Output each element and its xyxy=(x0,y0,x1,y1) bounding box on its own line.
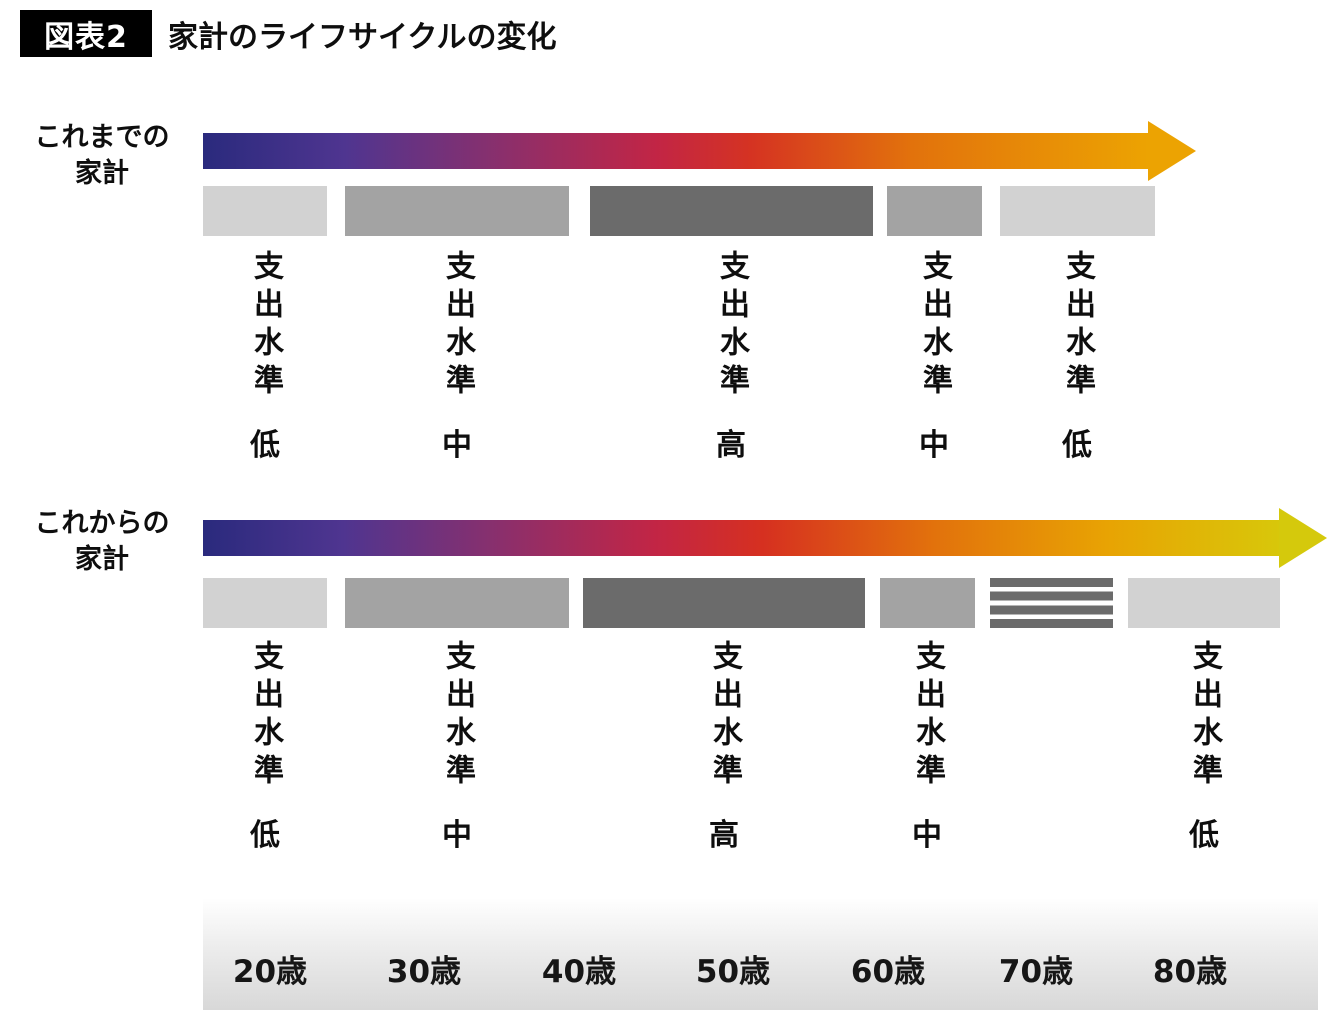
spending-label-text: 支出水準 xyxy=(1060,250,1095,402)
section-past-label-line1: これまでの xyxy=(34,122,170,153)
spending-level-value: 低 xyxy=(250,428,280,463)
spending-level-value: 中 xyxy=(442,428,472,463)
spending-bar-past-high xyxy=(590,186,873,236)
spending-level-value: 高 xyxy=(716,428,746,463)
spending-level-value: 中 xyxy=(442,818,472,853)
spending-label-text: 支出水準 xyxy=(440,640,475,792)
spending-level-label: 支出水準 高 xyxy=(714,250,749,464)
spending-bar-past-mid-2 xyxy=(887,186,982,236)
spending-level-label: 支出水準 高 xyxy=(707,640,742,854)
section-future-label-line2: 家計 xyxy=(75,544,129,575)
section-past-label: これまでの 家計 xyxy=(6,120,198,192)
timeline-arrow-future xyxy=(203,520,1279,556)
spending-level-label: 支出水準 低 xyxy=(248,640,283,854)
spending-level-label: 支出水準 中 xyxy=(910,640,945,854)
spending-bar-future-striped xyxy=(990,578,1113,628)
spending-label-text: 支出水準 xyxy=(440,250,475,402)
spending-level-label: 支出水準 中 xyxy=(440,640,475,854)
figure-badge: 図表2 xyxy=(20,10,152,57)
spending-level-value: 中 xyxy=(919,428,949,463)
spending-bar-past-low-1 xyxy=(203,186,327,236)
spending-level-label: 支出水準 中 xyxy=(917,250,952,464)
spending-level-label: 支出水準 低 xyxy=(248,250,283,464)
age-tick: 20歳 xyxy=(232,954,308,990)
spending-bar-future-mid-2 xyxy=(880,578,975,628)
spending-label-text: 支出水準 xyxy=(714,250,749,402)
spending-level-label: 支出水準 低 xyxy=(1187,640,1222,854)
age-tick: 80歳 xyxy=(1152,954,1228,990)
spending-label-text: 支出水準 xyxy=(1187,640,1222,792)
spending-level-value: 低 xyxy=(250,818,280,853)
spending-bar-future-mid-1 xyxy=(345,578,569,628)
spending-bar-future-low-2 xyxy=(1128,578,1280,628)
spending-level-label: 支出水準 低 xyxy=(1060,250,1095,464)
spending-label-text: 支出水準 xyxy=(248,250,283,402)
spending-bar-past-mid-1 xyxy=(345,186,569,236)
spending-level-value: 高 xyxy=(709,818,739,853)
spending-bar-future-low-1 xyxy=(203,578,327,628)
spending-level-value: 低 xyxy=(1189,818,1219,853)
spending-label-text: 支出水準 xyxy=(248,640,283,792)
arrowhead-past-icon xyxy=(1148,121,1196,181)
figure-title: 家計のライフサイクルの変化 xyxy=(168,19,557,55)
spending-level-value: 低 xyxy=(1062,428,1092,463)
timeline-arrow-past xyxy=(203,133,1148,169)
spending-bar-future-high xyxy=(583,578,865,628)
age-tick: 50歳 xyxy=(695,954,771,990)
spending-label-text: 支出水準 xyxy=(917,250,952,402)
section-past-label-line2: 家計 xyxy=(75,158,129,189)
spending-label-text: 支出水準 xyxy=(707,640,742,792)
section-future-label: これからの 家計 xyxy=(6,506,198,578)
spending-level-label: 支出水準 中 xyxy=(440,250,475,464)
spending-level-value: 中 xyxy=(912,818,942,853)
arrowhead-future-icon xyxy=(1279,508,1327,568)
age-tick: 30歳 xyxy=(386,954,462,990)
spending-bar-past-low-2 xyxy=(1000,186,1155,236)
age-tick: 60歳 xyxy=(850,954,926,990)
spending-label-text: 支出水準 xyxy=(910,640,945,792)
section-future-label-line1: これからの xyxy=(34,508,170,539)
age-axis-band xyxy=(203,898,1318,1010)
age-tick: 70歳 xyxy=(998,954,1074,990)
age-tick: 40歳 xyxy=(541,954,617,990)
